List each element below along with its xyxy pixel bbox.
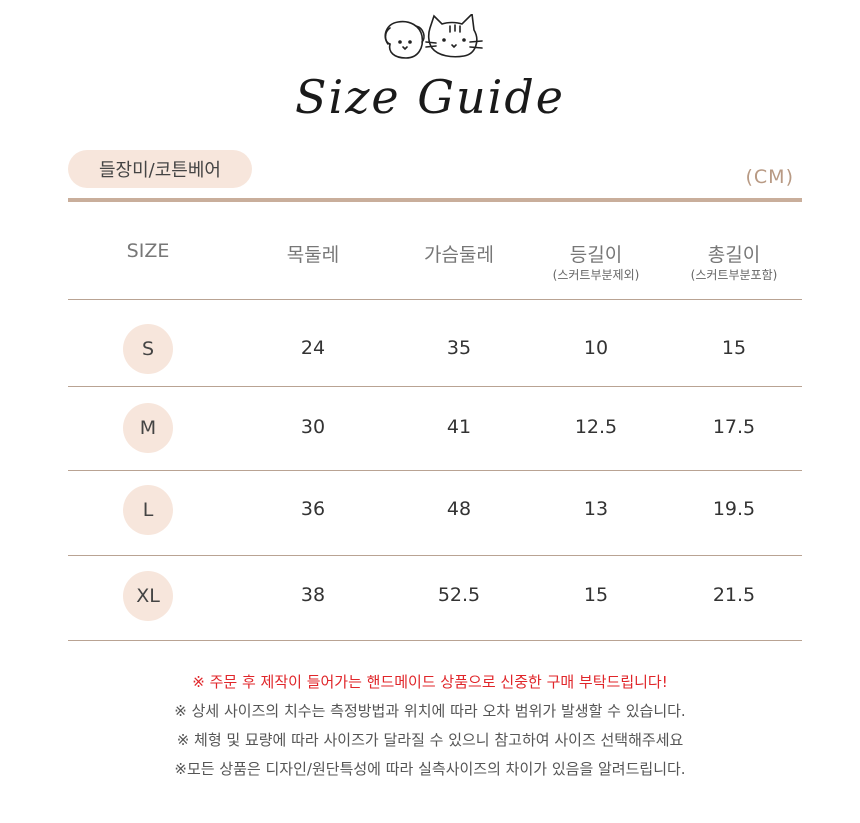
row-divider [68, 640, 802, 641]
table-cell: 17.5 [712, 416, 756, 438]
table-cell: 48 [446, 498, 472, 520]
table-cell: 52.5 [437, 584, 481, 606]
divider [68, 198, 802, 202]
row-divider [68, 555, 802, 556]
table-cell: 13 [583, 498, 609, 520]
column-header: SIZE [126, 240, 170, 262]
table-cell: 36 [300, 498, 326, 520]
table-cell: 19.5 [712, 498, 756, 520]
size-badge: M [123, 403, 173, 453]
note: ※ 체형 및 묘량에 따라 사이즈가 달라질 수 있으니 참고하여 사이즈 선택… [176, 731, 684, 749]
row-divider [68, 299, 802, 300]
table-cell: 10 [583, 337, 609, 359]
notes: ※ 주문 후 제작이 들어가는 핸드메이드 상품으로 신중한 구매 부탁드립니다… [0, 668, 860, 784]
table-cell: 30 [300, 416, 326, 438]
size-badge: L [123, 485, 173, 535]
table-cell: 21.5 [712, 584, 756, 606]
column-subheader: (스커트부분제외) [552, 268, 640, 282]
dog-cat-logo-icon [384, 14, 483, 59]
note: ※ 상세 사이즈의 치수는 측정방법과 위치에 따라 오차 범위가 발생할 수 … [174, 702, 686, 720]
page-title: Size Guide [294, 70, 566, 124]
column-header: 등길이 [569, 244, 623, 266]
column-subheader: (스커트부분포함) [690, 268, 778, 282]
table-cell: 38 [300, 584, 326, 606]
note-warning: ※ 주문 후 제작이 들어가는 핸드메이드 상품으로 신중한 구매 부탁드립니다… [192, 673, 668, 691]
product-tag: 들장미/코튼베어 [68, 150, 252, 188]
column-header: 가슴둘레 [424, 244, 494, 266]
row-divider [68, 470, 802, 471]
note: ※모든 상품은 디자인/원단특성에 따라 실측사이즈의 차이가 있음을 알려드립… [174, 760, 686, 778]
size-badge: S [123, 324, 173, 374]
table-cell: 41 [446, 416, 472, 438]
column-header: 총길이 [707, 244, 761, 266]
size-badge: XL [123, 571, 173, 621]
table-cell: 15 [721, 337, 747, 359]
table-cell: 24 [300, 337, 326, 359]
table-cell: 15 [583, 584, 609, 606]
table-cell: 12.5 [574, 416, 618, 438]
table-cell: 35 [446, 337, 472, 359]
column-header: 목둘레 [286, 244, 340, 266]
row-divider [68, 386, 802, 387]
unit-label: (CM) [745, 166, 794, 188]
